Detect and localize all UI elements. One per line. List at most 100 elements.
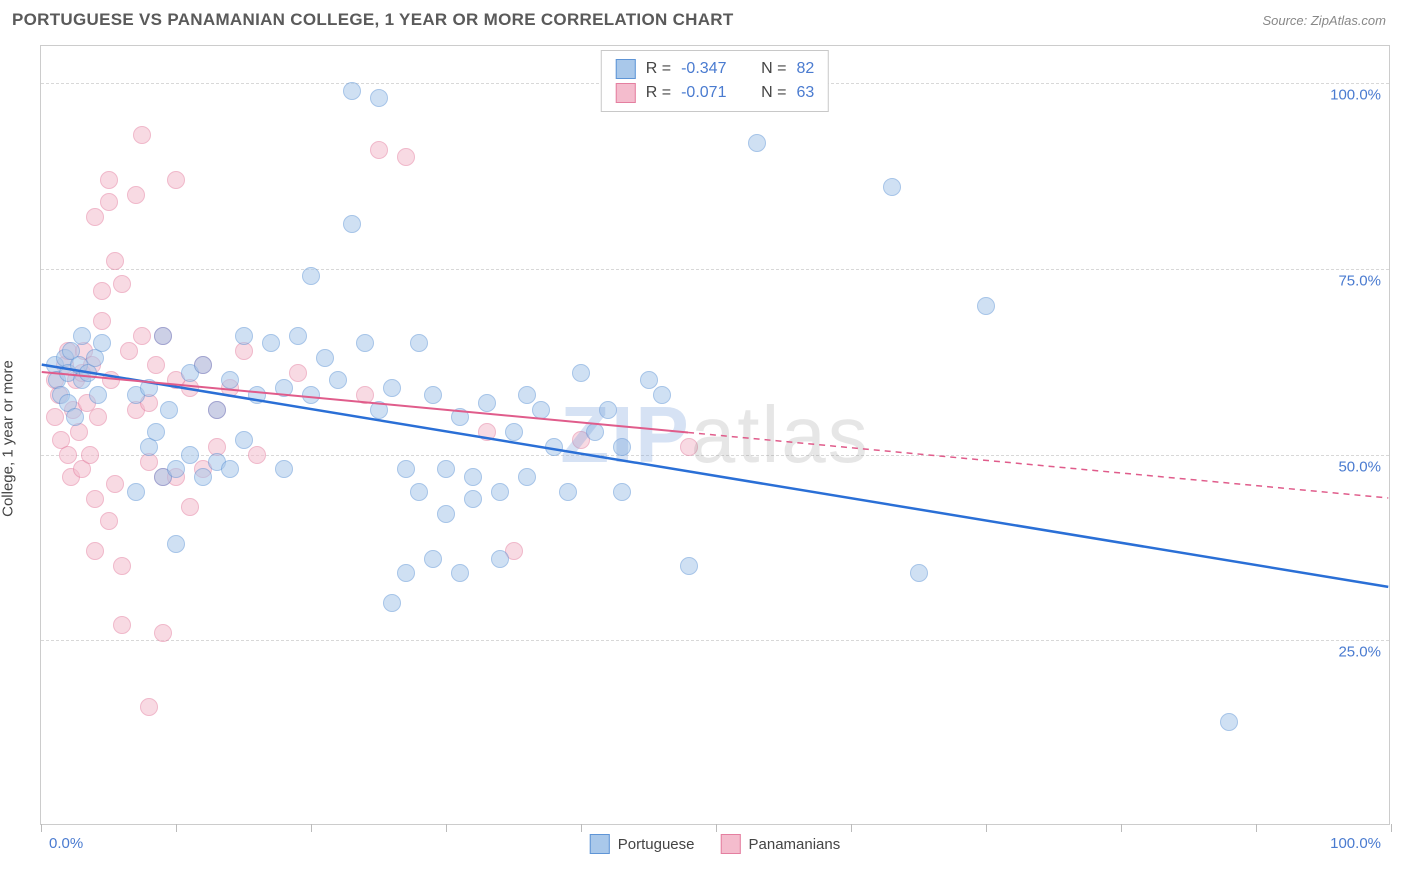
x-tick [986, 824, 987, 832]
data-point [302, 386, 320, 404]
legend-row: R =-0.347N =82 [616, 57, 814, 81]
legend-swatch [721, 834, 741, 854]
data-point [424, 550, 442, 568]
n-value: 63 [796, 84, 814, 102]
data-point [133, 126, 151, 144]
data-point [86, 490, 104, 508]
data-point [316, 349, 334, 367]
y-tick-label: 100.0% [1330, 87, 1381, 104]
y-tick-label: 50.0% [1338, 458, 1381, 475]
data-point [147, 423, 165, 441]
data-point [545, 438, 563, 456]
data-point [46, 408, 64, 426]
data-point [464, 468, 482, 486]
data-point [89, 386, 107, 404]
n-label: N = [761, 84, 786, 102]
data-point [113, 557, 131, 575]
x-tick [1121, 824, 1122, 832]
data-point [154, 624, 172, 642]
data-point [127, 186, 145, 204]
data-point [221, 371, 239, 389]
data-point [640, 371, 658, 389]
data-point [73, 327, 91, 345]
data-point [451, 564, 469, 582]
y-tick-label: 25.0% [1338, 644, 1381, 661]
gridline [41, 269, 1389, 270]
data-point [167, 171, 185, 189]
data-point [93, 312, 111, 330]
series-legend: Portuguese Panamanians [590, 834, 840, 854]
data-point [154, 327, 172, 345]
data-point [599, 401, 617, 419]
x-tick [1391, 824, 1392, 832]
data-point [102, 371, 120, 389]
data-point [356, 386, 374, 404]
data-point [680, 557, 698, 575]
chart-area: 25.0%50.0%75.0%100.0% ZIPatlas R =-0.347… [40, 45, 1390, 825]
data-point [289, 327, 307, 345]
data-point [262, 334, 280, 352]
x-tick [41, 824, 42, 832]
legend-item: Panamanians [721, 834, 841, 854]
data-point [977, 297, 995, 315]
legend-label: Portuguese [618, 836, 695, 853]
legend-row: R =-0.071N =63 [616, 81, 814, 105]
data-point [356, 334, 374, 352]
chart-title: PORTUGUESE VS PANAMANIAN COLLEGE, 1 YEAR… [12, 10, 734, 30]
data-point [113, 616, 131, 634]
legend-swatch [616, 83, 636, 103]
data-point [748, 134, 766, 152]
gridline [41, 455, 1389, 456]
data-point [505, 423, 523, 441]
data-point [194, 468, 212, 486]
data-point [235, 327, 253, 345]
r-label: R = [646, 60, 671, 78]
data-point [100, 171, 118, 189]
data-point [397, 148, 415, 166]
data-point [910, 564, 928, 582]
r-value: -0.347 [681, 60, 741, 78]
correlation-legend: R =-0.347N =82R =-0.071N =63 [601, 50, 829, 112]
data-point [194, 356, 212, 374]
data-point [586, 423, 604, 441]
data-point [133, 327, 151, 345]
data-point [370, 89, 388, 107]
legend-item: Portuguese [590, 834, 695, 854]
n-label: N = [761, 60, 786, 78]
x-tick [851, 824, 852, 832]
data-point [437, 505, 455, 523]
data-point [883, 178, 901, 196]
data-point [518, 468, 536, 486]
gridline [41, 640, 1389, 641]
data-point [613, 438, 631, 456]
source-attribution: Source: ZipAtlas.com [1262, 13, 1386, 28]
legend-swatch [590, 834, 610, 854]
data-point [147, 356, 165, 374]
y-axis-label: College, 1 year or more [0, 360, 17, 517]
data-point [120, 342, 138, 360]
data-point [86, 542, 104, 560]
data-point [383, 379, 401, 397]
data-point [491, 483, 509, 501]
data-point [235, 431, 253, 449]
data-point [275, 379, 293, 397]
data-point [59, 446, 77, 464]
data-point [343, 82, 361, 100]
data-point [275, 460, 293, 478]
data-point [181, 446, 199, 464]
data-point [167, 460, 185, 478]
data-point [289, 364, 307, 382]
data-point [680, 438, 698, 456]
data-point [343, 215, 361, 233]
data-point [383, 594, 401, 612]
data-point [208, 401, 226, 419]
data-point [478, 423, 496, 441]
data-point [106, 475, 124, 493]
data-point [329, 371, 347, 389]
data-point [100, 512, 118, 530]
data-point [370, 141, 388, 159]
data-point [302, 267, 320, 285]
data-point [559, 483, 577, 501]
data-point [86, 208, 104, 226]
x-axis-max-label: 100.0% [1330, 835, 1381, 852]
